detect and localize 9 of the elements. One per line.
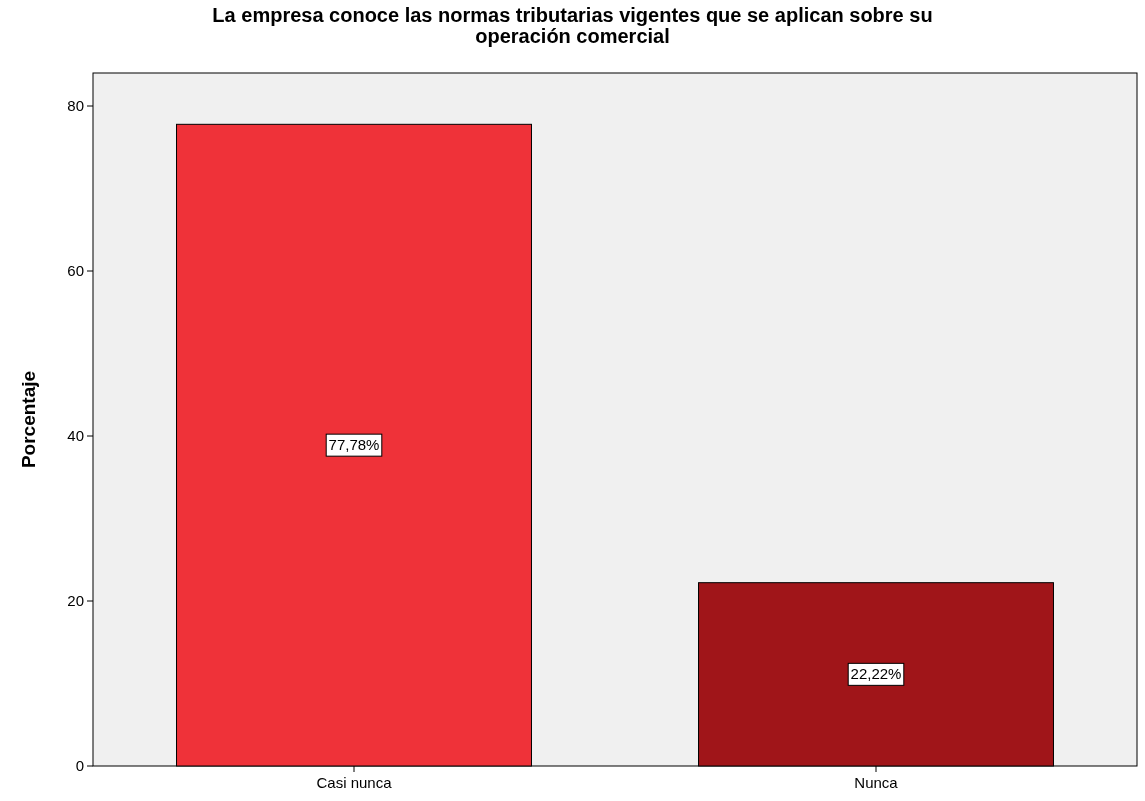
y-axis-title: Porcentaje — [18, 370, 39, 469]
x-tick-label: Nunca — [854, 774, 899, 791]
y-tick-label: 60 — [67, 262, 84, 279]
y-tick-label: 0 — [75, 757, 84, 774]
y-tick-label: 40 — [67, 427, 84, 444]
y-tick-label: 20 — [67, 592, 84, 609]
x-tick-label: Casi nunca — [316, 774, 393, 791]
y-tick-label: 80 — [67, 97, 84, 114]
chart-title: La empresa conoce las normas tributarias vigentes que se aplican sobre su operación comercial — [212, 4, 933, 47]
